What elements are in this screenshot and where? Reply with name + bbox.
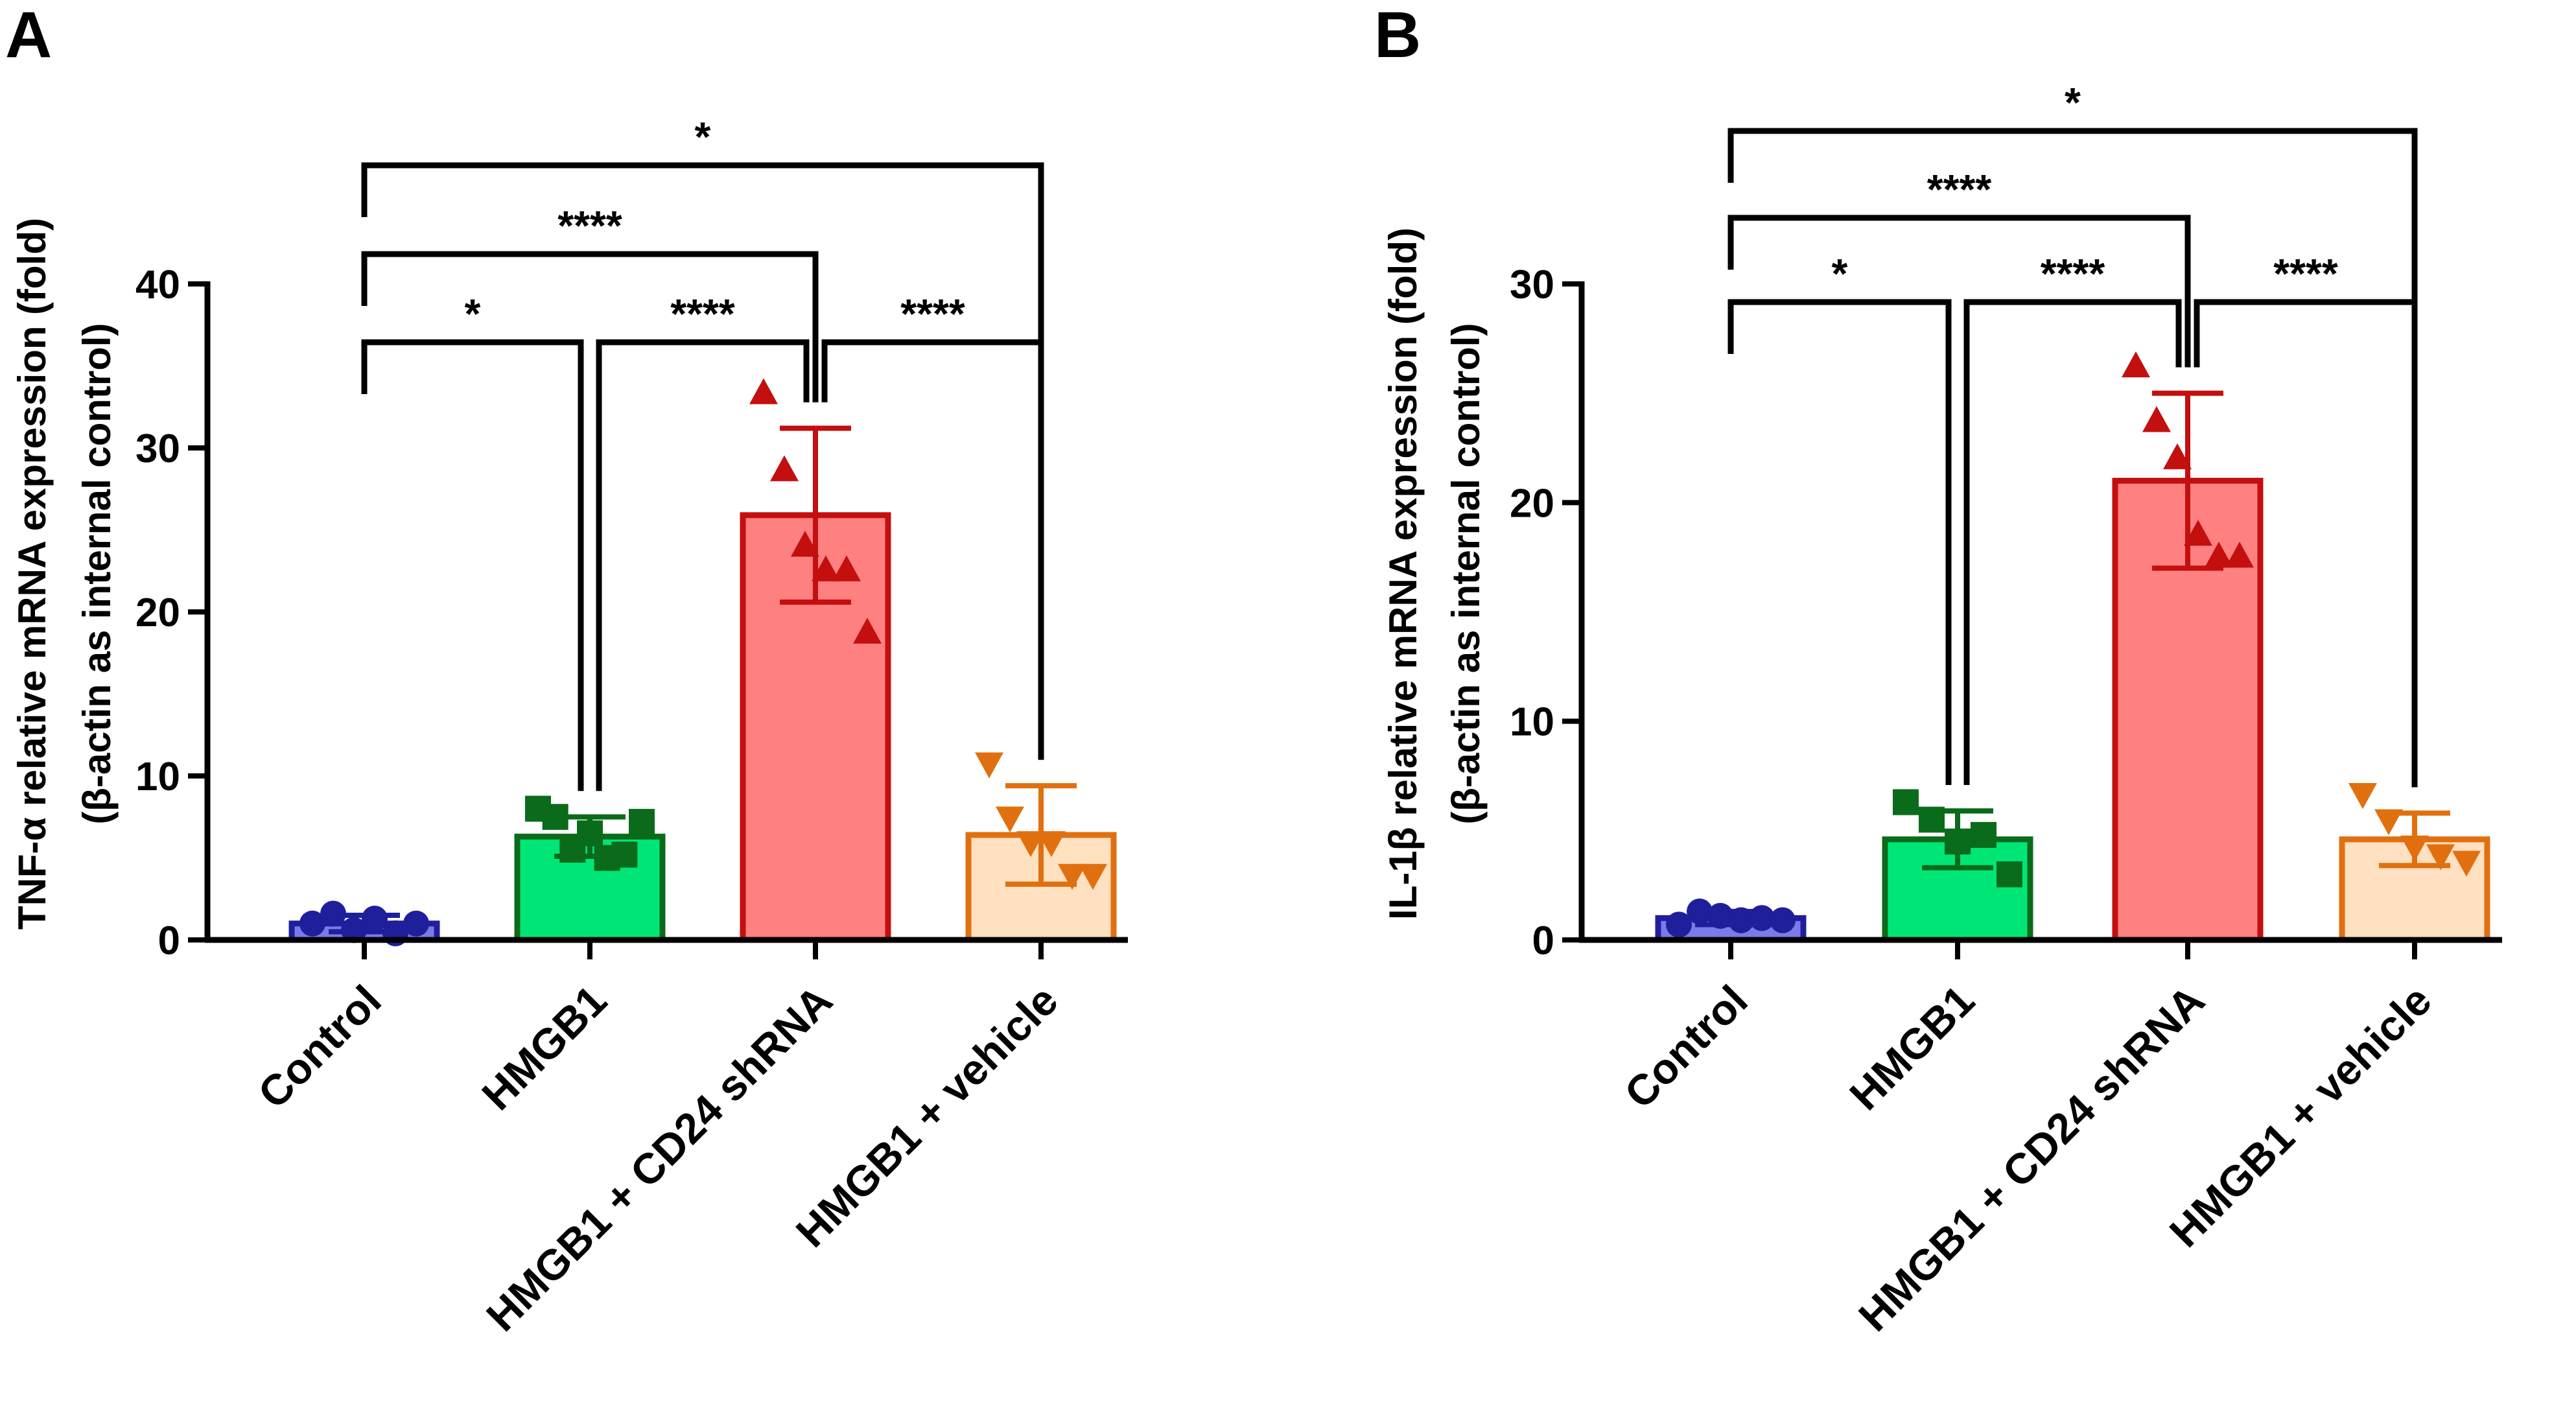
y-tick-label: 0: [158, 919, 180, 963]
data-point-shrna: [2205, 541, 2233, 568]
significance-label: ****: [2041, 250, 2105, 297]
significance-bracket: [596, 339, 810, 791]
data-point-hmgb1: [1893, 789, 1919, 815]
panel-letter: A: [5, 0, 52, 71]
y-tick-label: 30: [1510, 263, 1554, 307]
category-label: Control: [1615, 976, 1757, 1118]
data-point-shrna: [2163, 443, 2192, 469]
data-point-shrna: [812, 555, 840, 581]
data-point-shrna: [791, 530, 819, 557]
significance-bracket: [1963, 299, 2182, 785]
significance-label: *: [465, 290, 481, 337]
data-point-control: [299, 910, 325, 937]
y-axis-title: IL-1β relative mRNA expression (fold): [1381, 228, 1425, 920]
data-point-control: [1728, 907, 1754, 933]
data-point-control: [1687, 898, 1713, 925]
significance-label: *: [2065, 79, 2081, 126]
data-point-vehicle: [996, 806, 1024, 833]
data-point-hmgb1: [577, 820, 603, 847]
data-point-hmgb1: [611, 841, 638, 868]
data-point-control: [1770, 907, 1796, 933]
y-axis-title: TNF-α relative mRNA expression (fold): [10, 218, 54, 930]
data-point-control: [341, 917, 367, 943]
panel-B: B IL-1β relative mRNA expression (fold) (β…: [1374, 0, 2502, 1340]
category-label: HMGB1: [1840, 976, 1984, 1119]
data-point-shrna: [2184, 519, 2212, 546]
data-point-hmgb1: [1919, 806, 1945, 833]
significance-label: ****: [900, 290, 965, 337]
data-point-vehicle: [2374, 809, 2403, 836]
y-tick-label: 40: [135, 263, 180, 307]
data-point-shrna: [749, 378, 778, 404]
significance-bracket: [361, 339, 584, 791]
data-point-shrna: [853, 617, 882, 644]
category-label: Control: [249, 976, 390, 1118]
significance-bracket: [1727, 215, 2191, 368]
data-point-shrna: [770, 455, 799, 482]
significance-label: ****: [557, 202, 622, 249]
significance-bracket: [361, 162, 1044, 760]
y-tick-label: 20: [135, 591, 180, 635]
panel-A: A TNF-α relative mRNA expression (fold) (β…: [5, 0, 1128, 1340]
data-point-control: [1749, 905, 1775, 931]
y-tick-label: 10: [135, 755, 180, 799]
data-point-vehicle: [1079, 863, 1107, 890]
data-point-vehicle: [2452, 850, 2481, 877]
significance-bracket: [1727, 128, 2418, 788]
significance-label: ****: [2273, 250, 2338, 297]
data-point-control: [320, 900, 346, 927]
data-point-vehicle: [2400, 835, 2429, 861]
data-point-shrna: [2122, 351, 2150, 378]
y-tick-label: 0: [1532, 919, 1554, 963]
data-point-control: [1707, 902, 1733, 929]
data-point-hmgb1: [1945, 828, 1971, 855]
data-point-control: [362, 906, 388, 932]
significance-bracket: [1727, 299, 1952, 785]
data-point-vehicle: [1058, 863, 1086, 890]
data-point-vehicle: [2426, 844, 2455, 871]
data-point-shrna: [832, 555, 861, 581]
y-axis-subtitle: (β-actin as internal control): [75, 323, 119, 824]
data-point-hmgb1: [1996, 861, 2022, 887]
panel-letter: B: [1374, 0, 1421, 71]
significance-bracket: [361, 251, 819, 403]
y-axis-subtitle: (β-actin as internal control): [1444, 323, 1488, 824]
significance-label: *: [695, 113, 711, 160]
data-point-hmgb1: [629, 808, 655, 835]
y-tick-label: 30: [135, 427, 180, 471]
data-point-vehicle: [1037, 831, 1066, 858]
significance-label: ****: [670, 290, 735, 337]
category-label: HMGB1: [473, 976, 616, 1119]
y-tick-label: 20: [1510, 481, 1554, 526]
y-tick-label: 10: [1510, 700, 1554, 745]
data-point-vehicle: [1016, 831, 1045, 858]
data-point-control: [403, 910, 429, 937]
data-point-shrna: [2225, 541, 2254, 568]
data-point-hmgb1: [1971, 822, 1996, 849]
significance-label: *: [1832, 250, 1848, 297]
data-point-vehicle: [975, 752, 1003, 779]
data-point-control: [1666, 911, 1692, 938]
data-point-hmgb1: [542, 804, 568, 830]
significance-label: ****: [1927, 166, 1992, 213]
data-point-vehicle: [2348, 782, 2377, 809]
data-point-shrna: [2142, 406, 2171, 432]
